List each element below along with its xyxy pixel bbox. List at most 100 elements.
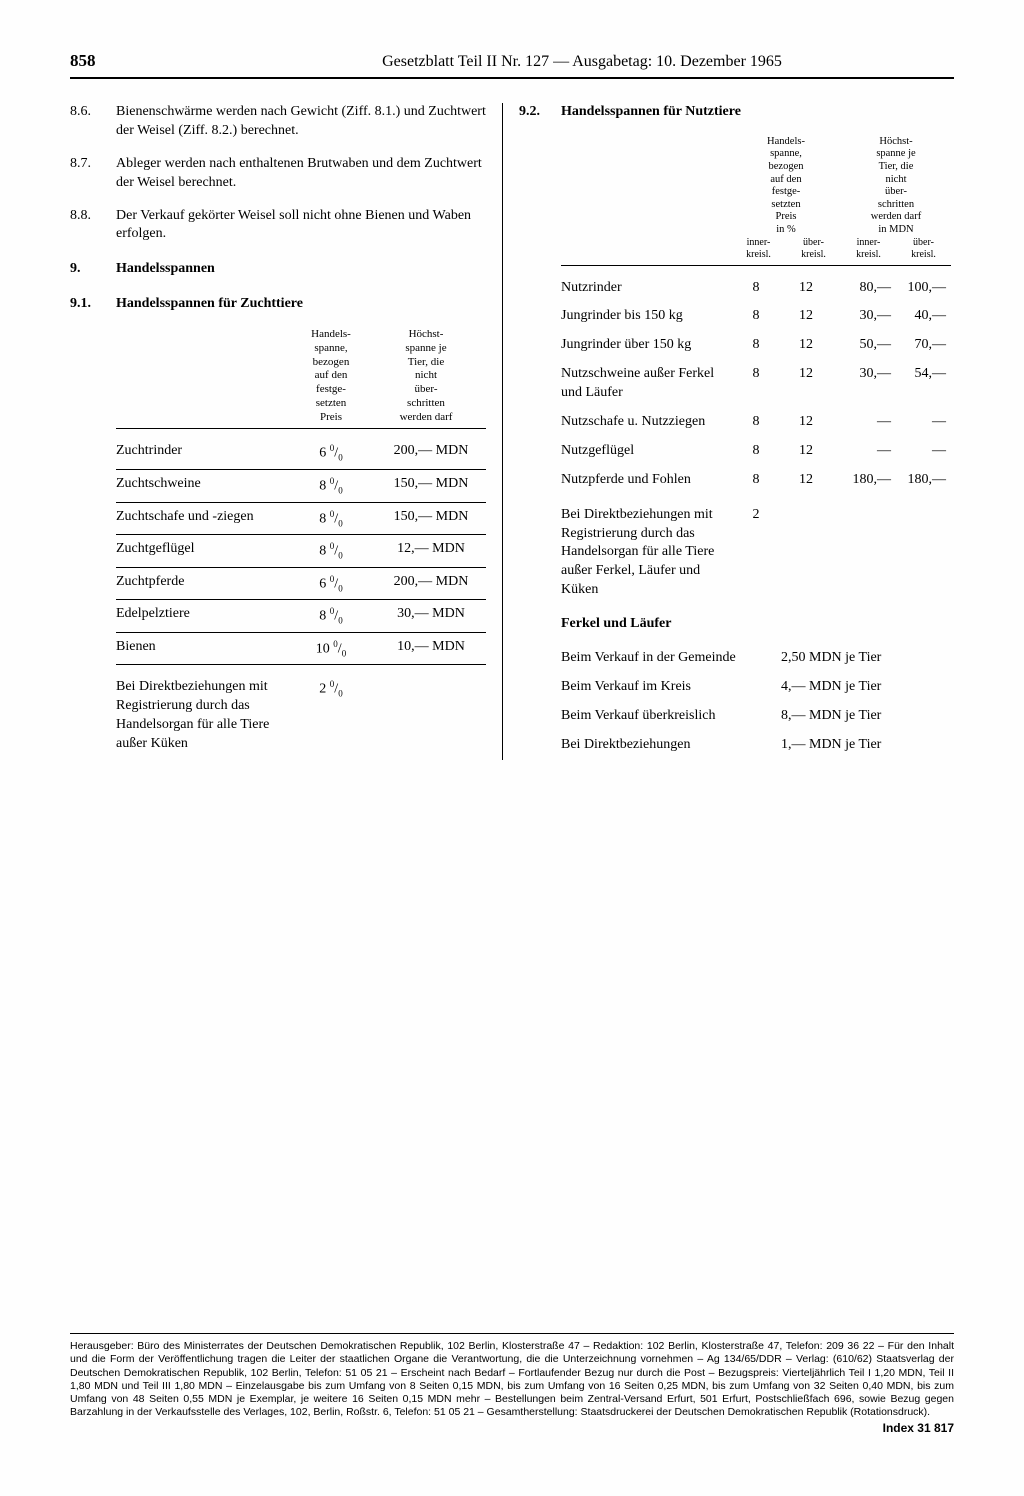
item-text: Ableger werden nach enthaltenen Brutwabe… <box>116 155 486 193</box>
table-row: Zuchtgeflügel 8 0/0 12,— MDN <box>116 535 486 568</box>
table-header: Handels- spanne, bezogen auf den festge-… <box>116 328 486 424</box>
cell: 2,50 MDN je Tier <box>781 649 951 668</box>
cell: 40,— <box>891 307 946 326</box>
cell: 150,— MDN <box>376 475 486 497</box>
table-row: Edelpelztiere 8 0/0 30,— MDN <box>116 600 486 633</box>
col-group-header: Höchst- spanne je Tier, die nicht über- … <box>841 136 951 237</box>
left-column: 8.6. Bienenschwärme werden nach Gewicht … <box>70 103 503 760</box>
cell: 6 0/0 <box>286 573 376 595</box>
cell: 8 <box>731 442 781 461</box>
item-8-7: 8.7. Ableger werden nach enthaltenen Bru… <box>70 155 486 193</box>
cell: Edelpelztiere <box>116 605 286 627</box>
cell: 12 <box>781 365 831 403</box>
cell: Beim Verkauf in der Gemeinde <box>561 649 781 668</box>
cell: 2 0/0 <box>286 678 376 754</box>
cell: 12 <box>781 279 831 298</box>
cell: — <box>891 442 946 461</box>
col-sub: über- kreisl. <box>896 237 951 261</box>
table-header: Handels- spanne, bezogen auf den festge-… <box>561 136 951 261</box>
ferkel-head: Ferkel und Läufer <box>561 615 951 634</box>
imprint: Herausgeber: Büro des Ministerrates der … <box>70 1333 954 1436</box>
section-number: 9.2. <box>519 103 561 122</box>
cell: 1,— MDN je Tier <box>781 736 951 755</box>
table-row: Zuchtschweine 8 0/0 150,— MDN <box>116 470 486 503</box>
cell: 54,— <box>891 365 946 403</box>
right-column: 9.2. Handelsspannen für Nutztiere Handel… <box>503 103 963 760</box>
cell: 180,— <box>831 471 891 490</box>
cell: Nutzschweine außer Ferkel und Läufer <box>561 365 731 403</box>
table-row: Beim Verkauf im Kreis 4,— MDN je Tier <box>561 673 951 702</box>
cell: Nutzrinder <box>561 279 731 298</box>
table-row: Bei Direktbeziehungen 1,— MDN je Tier <box>561 731 951 760</box>
table-row: Zuchtrinder 6 0/0 200,— MDN <box>116 437 486 470</box>
table-row: Nutzgeflügel 8 12 — — <box>561 437 951 466</box>
cell: 8 <box>731 279 781 298</box>
cell: Bei Direktbeziehungen mit Registrierung … <box>561 506 731 600</box>
col-group-header: Handels- spanne, bezogen auf den festge-… <box>731 136 841 237</box>
cell: 8 <box>731 336 781 355</box>
item-number: 8.6. <box>70 103 116 141</box>
cell: 8 0/0 <box>286 540 376 562</box>
table-row: Nutzpferde und Fohlen 8 12 180,— 180,— <box>561 466 951 495</box>
cell: 12 <box>781 307 831 326</box>
cell: Nutzgeflügel <box>561 442 731 461</box>
table-row: Beim Verkauf überkreislich 8,— MDN je Ti… <box>561 702 951 731</box>
table-row: Jungrinder über 150 kg 8 12 50,— 70,— <box>561 331 951 360</box>
cell: Zuchtschafe und -ziegen <box>116 508 286 530</box>
table-row: Nutzschafe u. Nutzziegen 8 12 — — <box>561 408 951 437</box>
cell: 2 <box>731 506 781 600</box>
cell: — <box>831 413 891 432</box>
cell: 8 0/0 <box>286 605 376 627</box>
cell <box>376 678 486 754</box>
cell: 6 0/0 <box>286 442 376 464</box>
table-rule <box>116 428 486 429</box>
cell: 10 0/0 <box>286 638 376 660</box>
section-9: 9. Handelsspannen <box>70 260 486 279</box>
col-header: Handels- spanne, bezogen auf den festge-… <box>286 328 376 424</box>
cell: 12 <box>781 442 831 461</box>
item-8-8: 8.8. Der Verkauf gekörter Weisel soll ni… <box>70 207 486 245</box>
cell: 12 <box>781 336 831 355</box>
cell: 150,— MDN <box>376 508 486 530</box>
section-number: 9. <box>70 260 116 279</box>
cell: 200,— MDN <box>376 442 486 464</box>
page-header: 858 Gesetzblatt Teil II Nr. 127 — Ausgab… <box>70 50 954 79</box>
cell: — <box>831 442 891 461</box>
cell: 10,— MDN <box>376 638 486 660</box>
cell: 70,— <box>891 336 946 355</box>
cell: 12,— MDN <box>376 540 486 562</box>
cell: 12 <box>781 413 831 432</box>
cell: 12 <box>781 471 831 490</box>
cell: 8,— MDN je Tier <box>781 707 951 726</box>
item-8-6: 8.6. Bienenschwärme werden nach Gewicht … <box>70 103 486 141</box>
cell: 200,— MDN <box>376 573 486 595</box>
cell: 30,— MDN <box>376 605 486 627</box>
section-title: Handelsspannen für Nutztiere <box>561 103 741 122</box>
cell: 100,— <box>891 279 946 298</box>
table-9-2: Handels- spanne, bezogen auf den festge-… <box>561 136 951 760</box>
cell: 30,— <box>831 307 891 326</box>
section-title: Handelsspannen für Zuchttiere <box>116 295 303 314</box>
cell: 8 0/0 <box>286 475 376 497</box>
table-row: Nutzrinder 8 12 80,— 100,— <box>561 274 951 303</box>
cell: 180,— <box>891 471 946 490</box>
cell: Zuchtgeflügel <box>116 540 286 562</box>
index-number: Index 31 817 <box>883 1421 954 1436</box>
item-number: 8.7. <box>70 155 116 193</box>
cell: Bei Direktbeziehungen <box>561 736 781 755</box>
cell: Jungrinder über 150 kg <box>561 336 731 355</box>
cell: 8 0/0 <box>286 508 376 530</box>
table-row: Bienen 10 0/0 10,— MDN <box>116 633 486 666</box>
cell: Zuchtpferde <box>116 573 286 595</box>
table-row: Beim Verkauf in der Gemeinde 2,50 MDN je… <box>561 644 951 673</box>
cell: 8 <box>731 307 781 326</box>
table-row: Zuchtpferde 6 0/0 200,— MDN <box>116 568 486 601</box>
header-title: Gesetzblatt Teil II Nr. 127 — Ausgabetag… <box>210 51 954 73</box>
content-columns: 8.6. Bienenschwärme werden nach Gewicht … <box>70 103 954 760</box>
item-text: Bienenschwärme werden nach Gewicht (Ziff… <box>116 103 486 141</box>
table-row: Nutzschweine außer Ferkel und Läufer 8 1… <box>561 360 951 408</box>
cell: Beim Verkauf überkreislich <box>561 707 781 726</box>
table-row: Bei Direktbeziehungen mit Registrierung … <box>116 673 486 759</box>
cell: Bei Direktbeziehungen mit Registrierung … <box>116 678 286 754</box>
cell: Zuchtschweine <box>116 475 286 497</box>
